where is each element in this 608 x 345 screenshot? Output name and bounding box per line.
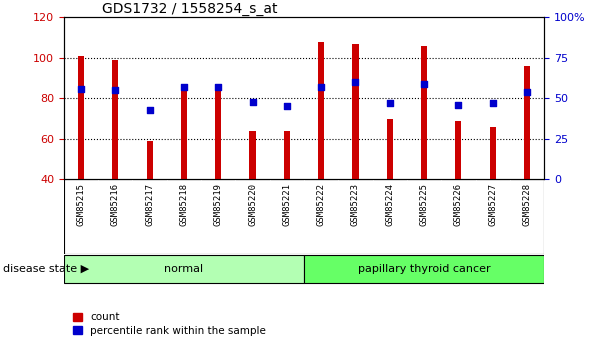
- Text: GSM85217: GSM85217: [145, 183, 154, 226]
- Text: GSM85220: GSM85220: [248, 183, 257, 226]
- Point: [385, 100, 395, 106]
- Bar: [455, 121, 461, 179]
- Text: normal: normal: [164, 264, 204, 274]
- Bar: [147, 141, 153, 179]
- Legend: count, percentile rank within the sample: count, percentile rank within the sample: [69, 308, 270, 340]
- Text: GSM85223: GSM85223: [351, 183, 360, 226]
- FancyBboxPatch shape: [64, 255, 304, 283]
- Point: [76, 86, 86, 91]
- Point: [316, 84, 326, 90]
- Bar: [181, 90, 187, 179]
- Point: [419, 81, 429, 87]
- Text: GDS1732 / 1558254_s_at: GDS1732 / 1558254_s_at: [102, 2, 278, 16]
- Point: [488, 100, 497, 106]
- Text: disease state ▶: disease state ▶: [3, 264, 89, 274]
- Text: papillary thyroid cancer: papillary thyroid cancer: [358, 264, 491, 274]
- Text: GSM85215: GSM85215: [77, 183, 86, 226]
- Point: [247, 99, 257, 104]
- Bar: [524, 66, 530, 179]
- Bar: [353, 43, 359, 179]
- Point: [145, 107, 154, 112]
- Point: [282, 104, 292, 109]
- Text: GSM85219: GSM85219: [214, 183, 223, 226]
- Point: [179, 84, 188, 90]
- Text: GSM85216: GSM85216: [111, 183, 120, 226]
- Text: GSM85228: GSM85228: [522, 183, 531, 226]
- Bar: [78, 56, 84, 179]
- Point: [522, 89, 532, 95]
- Text: GSM85225: GSM85225: [420, 183, 429, 226]
- Point: [351, 79, 361, 85]
- Point: [213, 84, 223, 90]
- Bar: [215, 88, 221, 179]
- Bar: [421, 46, 427, 179]
- Text: GSM85226: GSM85226: [454, 183, 463, 226]
- Bar: [489, 127, 496, 179]
- Text: GSM85222: GSM85222: [317, 183, 326, 226]
- Text: GSM85218: GSM85218: [179, 183, 188, 226]
- Bar: [318, 41, 324, 179]
- Bar: [112, 60, 119, 179]
- Bar: [387, 119, 393, 179]
- FancyBboxPatch shape: [304, 255, 544, 283]
- Bar: [249, 131, 255, 179]
- Text: GSM85227: GSM85227: [488, 183, 497, 226]
- Point: [454, 102, 463, 108]
- Text: GSM85224: GSM85224: [385, 183, 394, 226]
- Bar: [284, 131, 290, 179]
- Text: GSM85221: GSM85221: [282, 183, 291, 226]
- Point: [111, 88, 120, 93]
